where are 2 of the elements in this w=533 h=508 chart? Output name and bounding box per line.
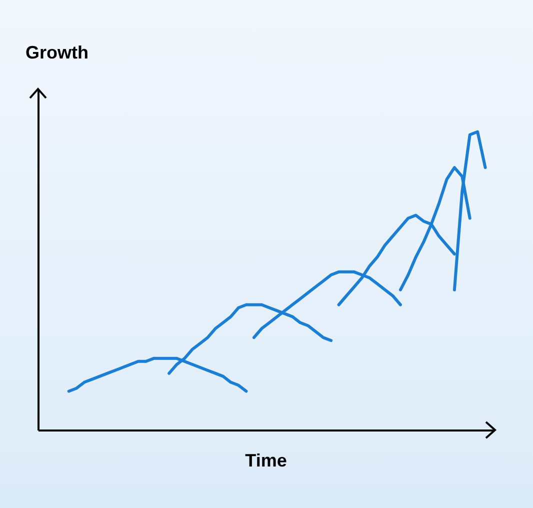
y-axis-title: Growth (26, 42, 88, 62)
x-axis-title: Time (245, 450, 287, 470)
